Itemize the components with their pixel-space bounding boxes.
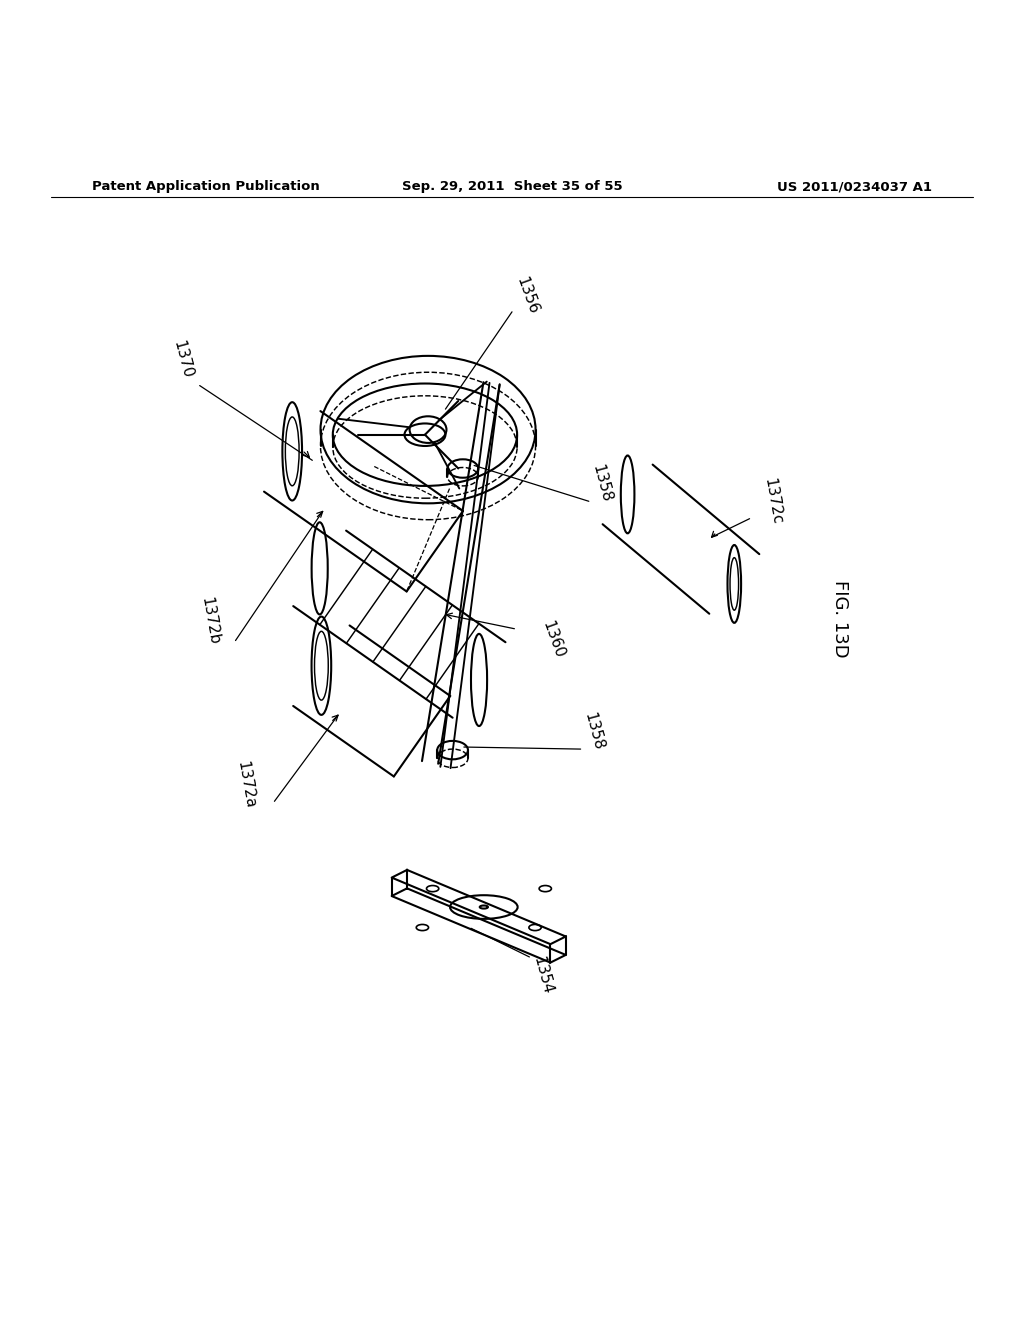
Text: 1358: 1358 — [590, 463, 614, 504]
Text: Sep. 29, 2011  Sheet 35 of 55: Sep. 29, 2011 Sheet 35 of 55 — [401, 181, 623, 194]
Text: FIG. 13D: FIG. 13D — [830, 581, 849, 657]
Text: 1372b: 1372b — [199, 595, 221, 647]
Text: 1356: 1356 — [514, 275, 541, 317]
Text: 1372a: 1372a — [234, 760, 257, 810]
Text: 1372c: 1372c — [762, 477, 784, 525]
Text: 1354: 1354 — [530, 954, 555, 997]
Text: 1358: 1358 — [582, 711, 606, 752]
Text: 1370: 1370 — [170, 339, 195, 380]
Text: Patent Application Publication: Patent Application Publication — [92, 181, 319, 194]
Text: US 2011/0234037 A1: US 2011/0234037 A1 — [777, 181, 932, 194]
Text: 1360: 1360 — [540, 619, 566, 660]
